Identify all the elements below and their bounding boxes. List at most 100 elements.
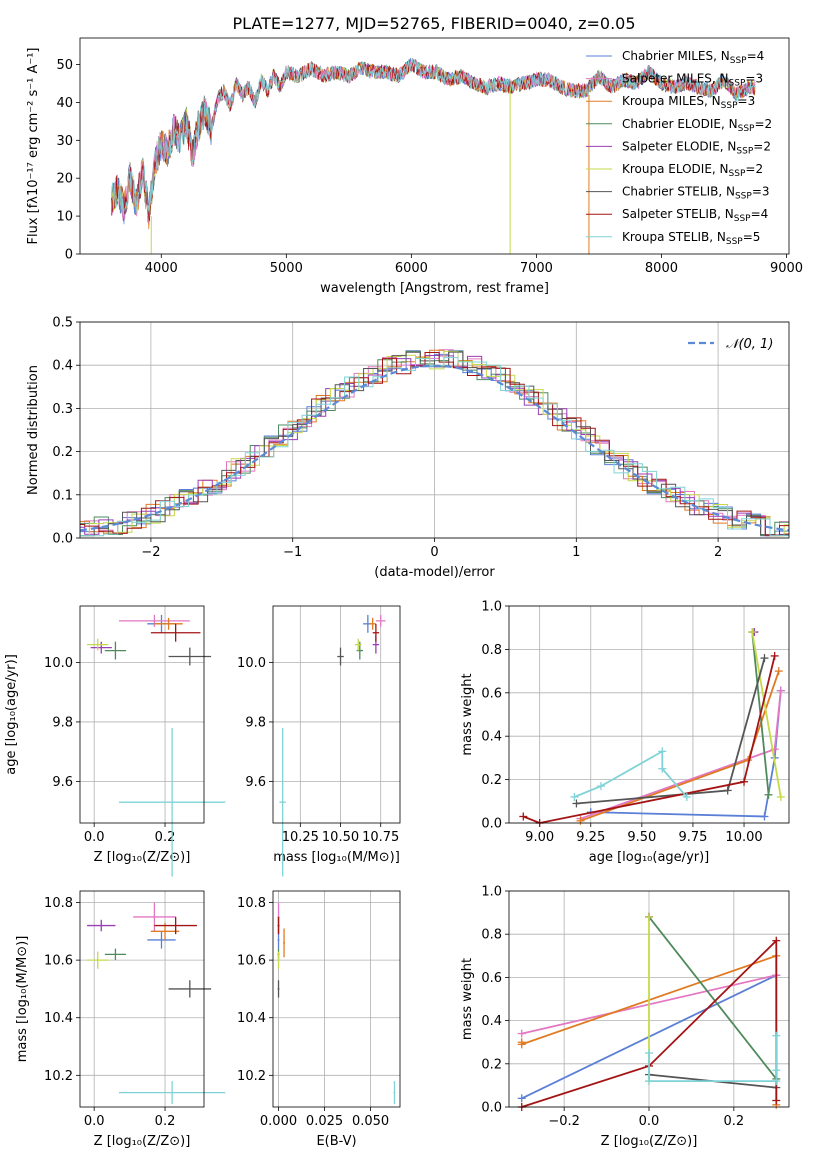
legend-n: =3 — [745, 72, 763, 86]
y-tick-label: 0.0 — [52, 532, 73, 547]
legend-label: Kroupa STELIB, N — [622, 230, 726, 244]
legend-n: =4 — [751, 207, 769, 221]
x-tick-label: 0.050 — [352, 1114, 389, 1129]
y-axis-label: mass weight — [460, 958, 475, 1040]
x-tick-label: 0.0 — [84, 1114, 105, 1129]
y-tick-label: 0.4 — [481, 1014, 502, 1029]
figure-title: PLATE=1277, MJD=52765, FIBERID=0040, z=0… — [232, 14, 635, 33]
legend-sub: SSP — [721, 101, 738, 111]
y-tick-label: 10.0 — [44, 656, 73, 671]
x-axis-label: Z [log₁₀(Z/Z⊙)] — [94, 850, 191, 865]
x-tick-label: 0.2 — [155, 830, 176, 845]
x-tick-label: 10.75 — [362, 830, 399, 845]
x-tick-label: 0.025 — [306, 1114, 343, 1129]
y-tick-label: 10.8 — [44, 896, 73, 911]
histogram-step — [80, 352, 789, 536]
legend-n: =2 — [754, 117, 772, 131]
x-axis-label: Z [log₁₀(Z/Z⊙)] — [601, 1134, 698, 1149]
spectrum-lines — [110, 57, 756, 254]
legend-entry: Kroupa MILES, NSSP=3 — [622, 94, 755, 111]
spectrum-frame — [79, 37, 790, 255]
y-tick-label: 0.5 — [52, 316, 73, 331]
legend-label: Chabrier STELIB, N — [622, 185, 735, 199]
mass_vs_ebv-frame — [272, 890, 401, 1108]
legend-sub: SSP — [734, 214, 751, 224]
x-tick-label: 9.75 — [678, 830, 707, 845]
y-axis-label: Flux [fλ10⁻¹⁷ erg cm⁻² s⁻¹ A⁻¹] — [26, 48, 41, 245]
y-tick-label: 10.6 — [44, 954, 73, 969]
panel-residuals: −2 −1 0 1 2 0.0 0.1 0.2 0.3 0.4 0.5 (data-model)/er… — [26, 316, 790, 580]
panel-spectrum: 4000 5000 6000 7000 8000 9000 0 10 20 30 40 50 wavel… — [26, 37, 803, 296]
x-axis-label: mass [log₁₀(M/M⊙)] — [273, 850, 400, 865]
weight-line — [648, 1035, 778, 1082]
histogram-step — [80, 349, 789, 537]
y-tick-label: 0.6 — [481, 971, 502, 986]
x-tick-label: 10.50 — [322, 830, 359, 845]
x-tick-label: 9.50 — [627, 830, 656, 845]
histograms — [80, 349, 789, 537]
weight_vs_age-frame — [508, 605, 790, 824]
weight-line — [522, 655, 776, 824]
legend-n: =2 — [753, 139, 771, 153]
x-tick-label: 9.00 — [525, 830, 554, 845]
x-axis-label: E(B-V) — [316, 1134, 356, 1149]
weight-line — [590, 690, 782, 818]
legend-entry: Salpeter ELODIE, NSSP=2 — [622, 139, 771, 156]
x-tick-label: 0.0 — [84, 830, 105, 845]
x-tick-label: −1 — [283, 545, 302, 560]
x-tick-label: −0.2 — [548, 1114, 580, 1129]
x-tick-label: 0.0 — [639, 1114, 660, 1129]
legend-n: =3 — [752, 185, 770, 199]
y-tick-label: 0.8 — [481, 643, 502, 658]
x-tick-label: −2 — [141, 545, 160, 560]
legend-sub: SSP — [738, 124, 755, 134]
histogram-step — [80, 350, 789, 537]
legend-label: Kroupa MILES, N — [622, 94, 721, 108]
legend-sub: SSP — [736, 146, 753, 156]
age_vs_Z-frame — [79, 605, 205, 824]
y-tick-label: 0.0 — [481, 817, 502, 832]
y-tick-label: 10 — [56, 210, 73, 225]
y-tick-label: 0.2 — [481, 773, 502, 788]
y-tick-label: 1.0 — [481, 600, 502, 615]
residuals-frame — [79, 321, 790, 539]
y-tick-label: 0.2 — [52, 445, 73, 460]
x-tick-label: 10.00 — [725, 830, 762, 845]
y-tick-label: 10.8 — [237, 896, 266, 911]
y-tick-label: 0 — [65, 248, 73, 263]
x-tick-label: 9000 — [770, 261, 803, 276]
x-axis-label: Z [log₁₀(Z/Z⊙)] — [94, 1134, 191, 1149]
panel-weight_vs_Z: −0.2 0.0 0.2 0.0 0.2 0.4 0.6 0.8 1.0 Z [log₁₀(Z/Z… — [460, 885, 790, 1149]
legend-entry: Chabrier ELODIE, NSSP=2 — [622, 117, 772, 134]
panel-age_vs_mass: 10.25 10.50 10.75 9.6 9.8 10.0 mass [log₁₀(M/M… — [237, 605, 401, 877]
legend-n: =2 — [745, 162, 763, 176]
weight-line — [576, 657, 766, 805]
panel-mass_vs_ebv: 0.000 0.025 0.050 10.2 10.4 10.6 10.8 E(B-V) — [237, 890, 401, 1149]
y-axis-label: age [log₁₀(age/yr)] — [4, 654, 19, 775]
weight-line — [521, 938, 778, 1108]
x-tick-label: 0 — [430, 545, 438, 560]
age_vs_mass-frame — [272, 605, 401, 824]
y-tick-label: 9.8 — [245, 715, 266, 730]
x-tick-label: 7000 — [520, 261, 553, 276]
panel-weight_vs_age: 9.00 9.25 9.50 9.75 10.00 0.0 0.2 0.4 0.6 0.8 1.0 a… — [460, 600, 790, 865]
legend-entry: Kroupa STELIB, NSSP=5 — [622, 230, 760, 247]
x-axis-label: wavelength [Angstrom, rest frame] — [320, 281, 549, 296]
legend-label: Chabrier MILES, N — [622, 49, 730, 63]
legend-sub: SSP — [726, 237, 743, 247]
y-tick-label: 0.0 — [481, 1101, 502, 1116]
legend-entry: Salpeter STELIB, NSSP=4 — [622, 207, 768, 224]
weight-line — [580, 670, 780, 822]
y-tick-label: 0.3 — [52, 402, 73, 417]
y-tick-label: 9.8 — [52, 715, 73, 730]
y-tick-label: 20 — [56, 172, 73, 187]
y-axis-label: mass weight — [460, 673, 475, 755]
normal-curve — [80, 364, 789, 532]
y-tick-label: 30 — [56, 134, 73, 149]
x-tick-label: 4000 — [145, 261, 178, 276]
x-tick-label: 2 — [714, 545, 722, 560]
legend-label: Kroupa ELODIE, N — [622, 162, 729, 176]
y-tick-label: 10.4 — [237, 1011, 266, 1026]
y-tick-label: 0.8 — [481, 928, 502, 943]
legend-sub: SSP — [729, 79, 746, 89]
